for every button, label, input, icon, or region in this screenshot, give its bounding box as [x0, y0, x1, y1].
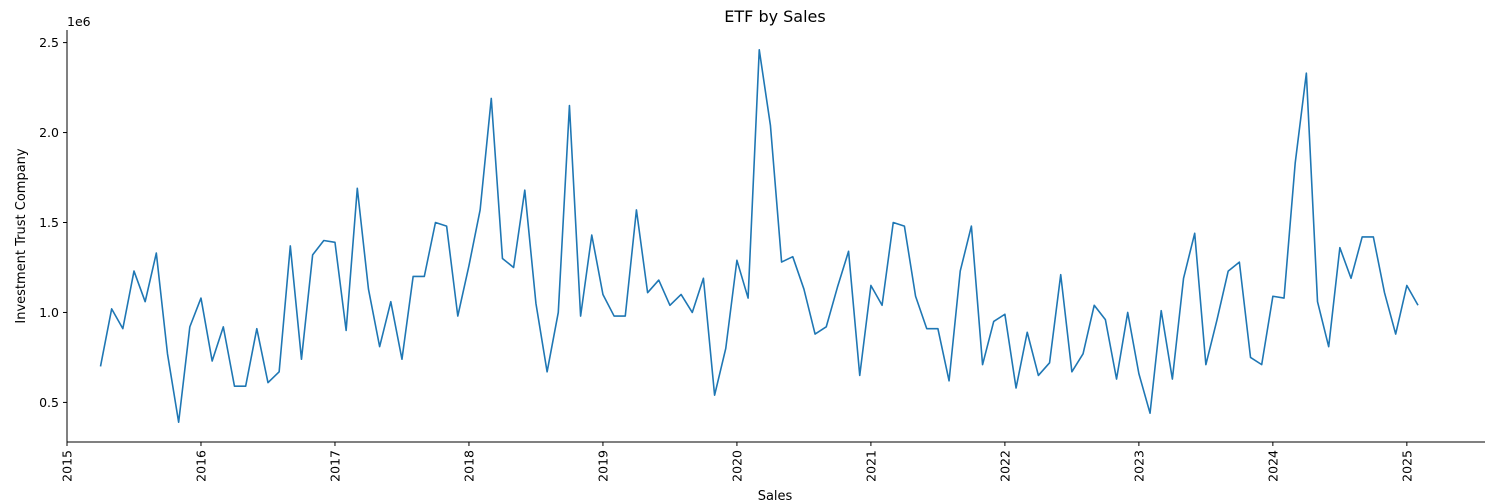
x-axis-ticks: 2015 2016 2017 2018 2019 2020 2021 2022 2023 2024… [60, 442, 1414, 482]
y-offset-label: 1e6 [67, 14, 91, 29]
x-tick-label: 2021 [863, 450, 878, 482]
y-tick-label: 2.0 [39, 125, 59, 140]
x-tick-label: 2018 [461, 450, 476, 482]
y-tick-label: 1.5 [39, 215, 59, 230]
series-layer [99, 48, 1419, 424]
x-tick-label: 2015 [60, 450, 75, 482]
y-axis-label: Investment Trust Company [14, 148, 29, 324]
y-tick-label: 2.5 [39, 35, 59, 50]
x-tick-label: 2022 [997, 450, 1012, 482]
x-tick-label: 2024 [1265, 450, 1280, 482]
series-line [99, 48, 1419, 424]
y-axis-ticks: 0.5 1.0 1.5 2.0 2.5 [39, 35, 67, 410]
y-tick-label: 1.0 [39, 305, 59, 320]
x-axis-label: Sales [758, 489, 793, 500]
x-tick-label: 2025 [1399, 450, 1414, 482]
x-tick-label: 2019 [595, 450, 610, 482]
x-tick-label: 2016 [193, 450, 208, 482]
chart-title: ETF by Sales [724, 7, 825, 26]
x-tick-label: 2017 [327, 450, 342, 482]
y-tick-label: 0.5 [39, 395, 59, 410]
x-tick-label: 2023 [1131, 450, 1146, 482]
x-tick-label: 2020 [729, 450, 744, 482]
